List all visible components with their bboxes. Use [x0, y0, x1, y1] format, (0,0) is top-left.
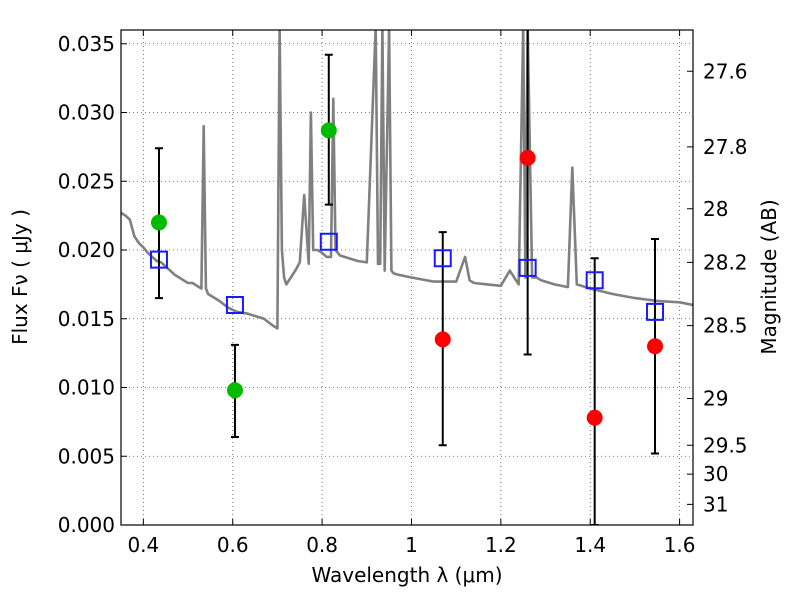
- y-tick-label: 0.010: [58, 376, 115, 400]
- y-tick-label: 0.020: [58, 238, 115, 262]
- red-data-point: [586, 409, 603, 426]
- y-tick-label: 0.025: [58, 169, 115, 193]
- model-square-marker: [646, 302, 665, 321]
- x-tick-label: 0.4: [127, 533, 159, 557]
- model-square-marker: [518, 258, 537, 277]
- model-square-marker: [433, 249, 452, 268]
- y2-tick-label: 29.5: [703, 433, 748, 457]
- green-data-point: [320, 122, 337, 139]
- spectrum-line: [121, 30, 693, 330]
- model-square-marker: [585, 271, 604, 290]
- x-tick-label: 1.6: [664, 533, 696, 557]
- plot-area: [121, 30, 693, 525]
- green-data-point: [226, 382, 243, 399]
- y2-tick-label: 31: [703, 492, 728, 516]
- right-axis-label: Magnitude (AB): [757, 199, 781, 354]
- red-data-point: [434, 331, 451, 348]
- x-tick-label: 1: [405, 533, 418, 557]
- y-tick-label: 0.005: [58, 444, 115, 468]
- plot-frame: [120, 29, 694, 526]
- y-tick-label: 0.015: [58, 307, 115, 331]
- y2-tick-label: 28.5: [703, 314, 748, 338]
- model-square-marker: [149, 250, 168, 269]
- x-tick-label: 1.2: [485, 533, 517, 557]
- y2-tick-label: 27.6: [703, 59, 748, 83]
- red-data-point: [519, 149, 536, 166]
- y-tick-label: 0.035: [58, 32, 115, 56]
- red-data-point: [647, 338, 664, 355]
- green-data-point: [150, 214, 167, 231]
- x-tick-label: 1.4: [574, 533, 606, 557]
- x-tick-label: 0.8: [306, 533, 338, 557]
- y2-tick-label: 28.2: [703, 250, 748, 274]
- y2-tick-label: 28: [703, 197, 728, 221]
- y2-tick-label: 29: [703, 387, 728, 411]
- y-axis-label: Flux Fν ( μJy ): [8, 209, 32, 345]
- y2-tick-label: 27.8: [703, 135, 748, 159]
- axis-ticks: 0.4 0.6 0.8 1 1.2 1.4 1.6 0.000 0.005 0.010 0.015 0…: [58, 30, 748, 557]
- y2-tick-label: 30: [703, 462, 728, 486]
- y-tick-label: 0.000: [58, 513, 115, 537]
- x-tick-label: 0.6: [217, 533, 249, 557]
- model-square-marker: [225, 296, 244, 314]
- x-axis-label: Wavelength λ (μm): [311, 563, 502, 587]
- model-square-marker: [319, 232, 338, 251]
- y-tick-label: 0.030: [58, 101, 115, 125]
